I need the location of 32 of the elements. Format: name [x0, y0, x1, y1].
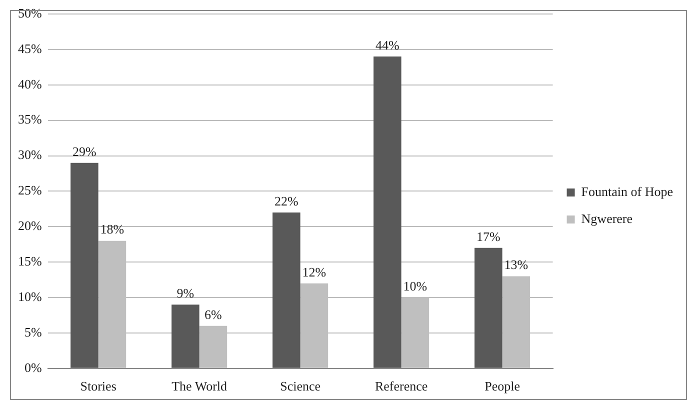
text: 22%	[274, 193, 298, 208]
x-tick-label: People	[484, 378, 520, 394]
text: 10%	[403, 278, 428, 294]
text: 6%	[204, 306, 222, 322]
text: 9%	[176, 286, 194, 301]
y-tick-label: 15%	[18, 254, 42, 268]
bar	[172, 304, 200, 368]
text: 13%	[504, 257, 528, 272]
x-tick-label: Reference	[374, 378, 428, 394]
y-tick-label: 45%	[18, 40, 42, 56]
text: 44%	[375, 37, 400, 52]
bar	[474, 248, 502, 368]
legend-label: Fountain of Hope	[581, 184, 674, 199]
y-tick-label: 25%	[18, 182, 42, 198]
y-tick-label: 40%	[18, 76, 42, 92]
y-tick-label: 5%	[24, 324, 42, 340]
y-tick-label: 10%	[18, 288, 42, 304]
x-tick-label: The World	[172, 378, 228, 394]
y-tick-label: 0%	[24, 360, 42, 375]
bar	[70, 162, 98, 368]
text: 12%	[302, 264, 326, 280]
text: 17%	[476, 228, 500, 244]
x-tick-label: Science	[280, 378, 321, 394]
y-tick-label: 20%	[18, 218, 42, 234]
bar	[374, 56, 402, 368]
x-tick-label: Stories	[80, 378, 116, 394]
y-tick-label: 35%	[18, 112, 42, 127]
y-tick-label: 30%	[18, 147, 42, 162]
bar	[272, 212, 300, 368]
text: 18%	[100, 222, 124, 237]
text: 29%	[72, 144, 96, 159]
legend-label: Ngwerere	[581, 210, 633, 226]
